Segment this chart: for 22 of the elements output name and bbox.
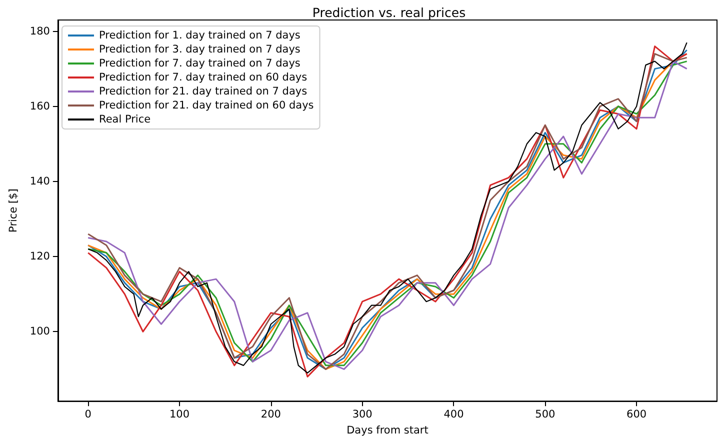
y-axis-title: Price [$] xyxy=(8,188,20,232)
legend-label: Prediction for 3. day trained on 7 days xyxy=(99,44,300,56)
legend-label: Prediction for 21. day trained on 7 days xyxy=(99,86,308,98)
x-tick-label: 400 xyxy=(444,408,464,421)
y-tick-label: 140 xyxy=(30,175,50,188)
legend-label: Prediction for 7. day trained on 7 days xyxy=(99,58,300,70)
x-tick-label: 0 xyxy=(84,408,92,421)
chart-title: Prediction vs. real prices xyxy=(312,5,466,20)
legend-label: Prediction for 1. day trained on 7 days xyxy=(99,30,300,42)
x-tick-label: 600 xyxy=(626,408,647,421)
x-tick-label: 100 xyxy=(169,408,190,421)
y-tick-label: 100 xyxy=(30,326,50,338)
y-tick-label: 180 xyxy=(30,25,50,38)
legend-label: Prediction for 7. day trained on 60 days xyxy=(99,72,308,84)
x-tick-label: 300 xyxy=(352,408,372,421)
x-tick-label: 200 xyxy=(260,408,281,421)
y-tick-label: 120 xyxy=(30,250,50,263)
x-axis-title: Days from start xyxy=(346,424,428,436)
y-tick-label: 160 xyxy=(30,100,50,112)
legend-label: Real Price xyxy=(99,114,151,126)
legend-label: Prediction for 21. day trained on 60 days xyxy=(99,100,314,112)
x-tick-label: 500 xyxy=(535,408,556,421)
